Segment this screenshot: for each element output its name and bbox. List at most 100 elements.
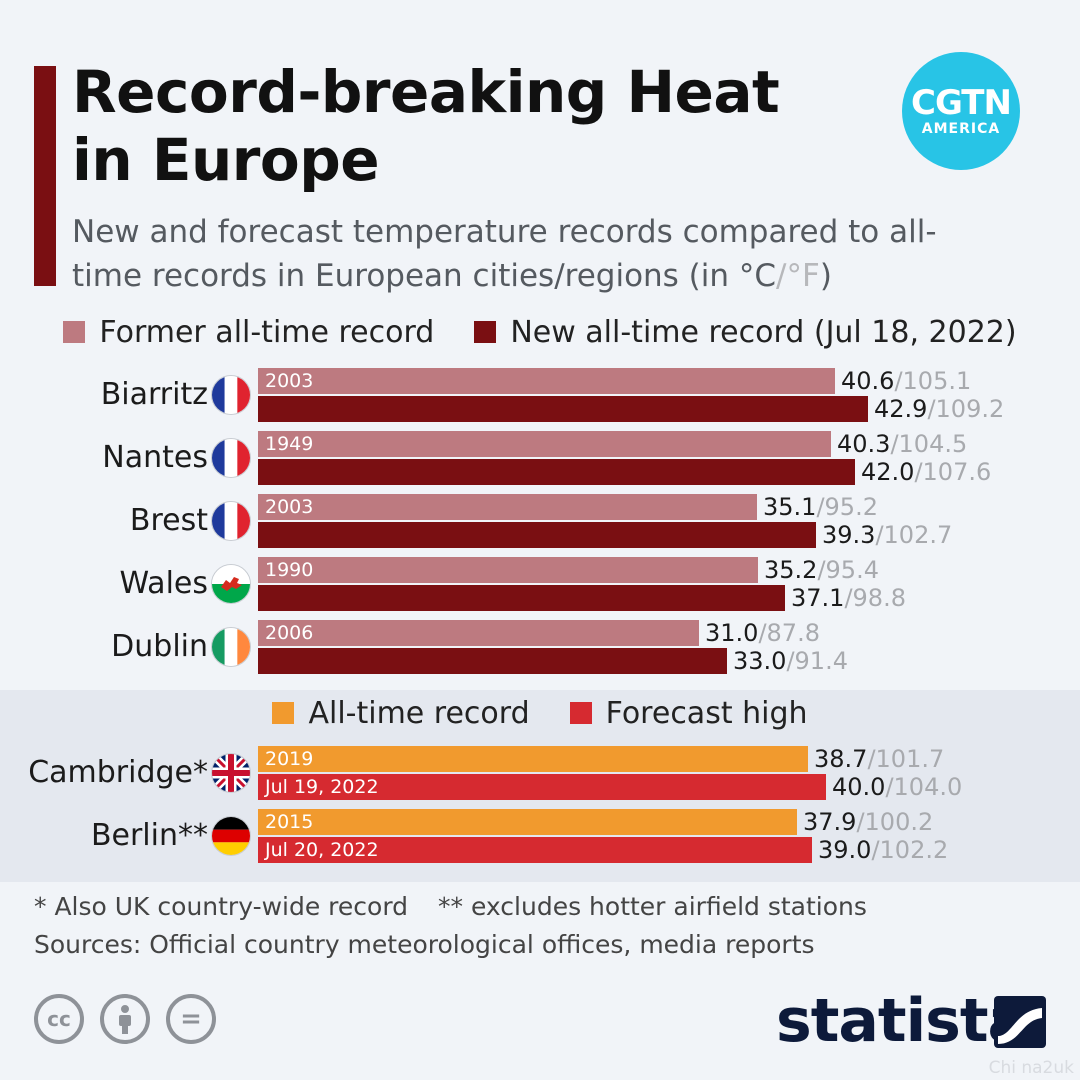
bar-new-record	[258, 396, 868, 422]
legend-label-new: New all-time record (Jul 18, 2022)	[510, 314, 1017, 350]
data-label: 38.7/101.7	[814, 746, 944, 772]
category-label: Brest	[129, 503, 208, 538]
title-accent-bar	[34, 66, 56, 286]
data-label: 37.9/100.2	[803, 809, 933, 835]
legend-forecast: All-time record Forecast high	[0, 695, 1080, 731]
bar-year-label: Jul 19, 2022	[265, 776, 379, 798]
france-flag-icon	[211, 501, 251, 541]
value-celsius: 40.3	[837, 430, 891, 458]
legend-item-alltime: All-time record	[272, 695, 530, 731]
value-fahrenheit: /98.8	[844, 584, 906, 612]
value-celsius: 37.1	[791, 584, 845, 612]
wales-flag-icon	[211, 564, 251, 604]
subtitle-main: New and forecast temperature records com…	[72, 214, 937, 294]
france-flag-icon	[211, 375, 251, 415]
bar-forecast-high: Jul 20, 2022	[258, 837, 812, 863]
uk-flag-icon	[211, 753, 251, 793]
data-label: 31.0/87.8	[705, 620, 820, 646]
bar-year-label: 2006	[265, 622, 314, 644]
cc-icon: cc	[34, 994, 84, 1044]
value-celsius: 33.0	[733, 647, 787, 675]
value-fahrenheit: /102.7	[875, 521, 953, 549]
value-fahrenheit: /101.7	[867, 745, 945, 773]
value-fahrenheit: /95.4	[817, 556, 879, 584]
legend-swatch-new	[474, 321, 497, 343]
watermark: Chi na2uk	[988, 1058, 1074, 1078]
subtitle-end: )	[819, 258, 832, 294]
data-label: 40.6/105.1	[841, 368, 971, 394]
legend-item-new: New all-time record (Jul 18, 2022)	[474, 314, 1017, 350]
value-celsius: 38.7	[814, 745, 868, 773]
category-label: Wales	[119, 566, 208, 601]
footnote-uk: * Also UK country-wide record	[34, 892, 409, 921]
legend-item-forecast: Forecast high	[569, 695, 808, 731]
value-celsius: 40.0	[832, 773, 886, 801]
legend-label-alltime: All-time record	[308, 695, 530, 731]
bar-new-record	[258, 459, 855, 485]
bar-year-label: Jul 20, 2022	[265, 839, 379, 861]
subtitle-separator: /	[776, 258, 787, 294]
data-label: 35.2/95.4	[764, 557, 879, 583]
france-flag-icon	[211, 438, 251, 478]
legend-records: Former all-time record New all-time reco…	[0, 314, 1080, 350]
legend-item-former: Former all-time record	[63, 315, 434, 350]
value-celsius: 31.0	[705, 619, 759, 647]
value-fahrenheit: /105.1	[894, 367, 972, 395]
bar-new-record	[258, 585, 785, 611]
chart-subtitle: New and forecast temperature records com…	[72, 210, 972, 298]
value-celsius: 42.0	[861, 458, 915, 486]
cgtn-logo-subtext: AMERICA	[921, 121, 1001, 137]
value-fahrenheit: /109.2	[927, 395, 1005, 423]
bar-alltime-record: 2015	[258, 809, 797, 835]
value-celsius: 39.0	[818, 836, 872, 864]
bar-forecast-high: Jul 19, 2022	[258, 774, 826, 800]
legend-label-former: Former all-time record	[99, 314, 435, 350]
data-label: 42.9/109.2	[874, 396, 1004, 422]
value-celsius: 40.6	[841, 367, 895, 395]
data-label: 39.0/102.2	[818, 837, 948, 863]
bar-year-label: 2003	[265, 496, 314, 518]
data-label: 42.0/107.6	[861, 459, 991, 485]
cgtn-logo-text: CGTN	[911, 83, 1012, 123]
value-fahrenheit: /102.2	[871, 836, 949, 864]
value-fahrenheit: /91.4	[786, 647, 848, 675]
legend-swatch-former	[63, 321, 86, 343]
no-derivatives-icon: =	[166, 994, 216, 1044]
legend-swatch-alltime	[272, 702, 295, 724]
bar-year-label: 2003	[265, 370, 314, 392]
data-label: 37.1/98.8	[791, 585, 906, 611]
bar-year-label: 1990	[265, 559, 314, 581]
value-fahrenheit: /100.2	[856, 808, 934, 836]
bar-former-record: 2003	[258, 368, 835, 394]
footnote-berlin: ** excludes hotter airfield stations	[438, 892, 867, 921]
cgtn-logo: CGTN AMERICA	[902, 52, 1020, 170]
legend-label-forecast: Forecast high	[605, 695, 808, 731]
footnotes: * Also UK country-wide record ** excludes…	[34, 892, 867, 922]
category-label: Dublin	[111, 629, 208, 664]
category-label: Nantes	[102, 440, 208, 475]
bar-new-record	[258, 522, 816, 548]
value-fahrenheit: /104.0	[885, 773, 963, 801]
statista-logo-icon	[994, 996, 1046, 1048]
data-label: 33.0/91.4	[733, 648, 848, 674]
legend-swatch-forecast	[569, 702, 592, 724]
value-fahrenheit: /87.8	[758, 619, 820, 647]
value-celsius: 42.9	[874, 395, 928, 423]
germany-flag-icon	[211, 816, 251, 856]
data-label: 35.1/95.2	[763, 494, 878, 520]
data-label: 40.3/104.5	[837, 431, 967, 457]
value-fahrenheit: /95.2	[816, 493, 878, 521]
value-celsius: 35.2	[764, 556, 818, 584]
chart-title: Record-breaking Heat in Europe	[72, 58, 780, 194]
sources-note: Sources: Official country meteorological…	[34, 930, 815, 959]
category-label: Cambridge*	[28, 755, 208, 790]
bar-former-record: 2003	[258, 494, 757, 520]
subtitle-fahrenheit: °F	[786, 258, 820, 294]
value-celsius: 37.9	[803, 808, 857, 836]
data-label: 39.3/102.7	[822, 522, 952, 548]
bar-new-record	[258, 648, 727, 674]
attribution-icon	[100, 994, 150, 1044]
bar-former-record: 1949	[258, 431, 831, 457]
data-label: 40.0/104.0	[832, 774, 962, 800]
category-label: Biarritz	[100, 377, 208, 412]
